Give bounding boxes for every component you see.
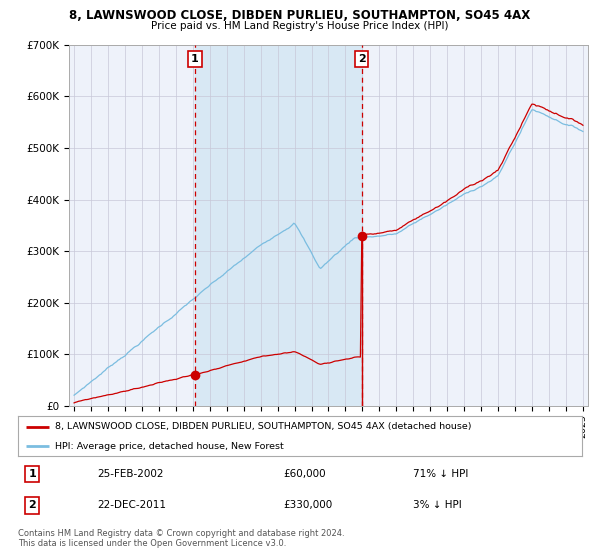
Text: £330,000: £330,000 bbox=[283, 501, 332, 511]
Text: Contains HM Land Registry data © Crown copyright and database right 2024.
This d: Contains HM Land Registry data © Crown c… bbox=[18, 529, 344, 548]
Text: 22-DEC-2011: 22-DEC-2011 bbox=[97, 501, 166, 511]
Text: 2: 2 bbox=[28, 501, 36, 511]
Bar bbox=[195, 45, 362, 406]
Text: 71% ↓ HPI: 71% ↓ HPI bbox=[413, 469, 468, 479]
Text: 8, LAWNSWOOD CLOSE, DIBDEN PURLIEU, SOUTHAMPTON, SO45 4AX (detached house): 8, LAWNSWOOD CLOSE, DIBDEN PURLIEU, SOUT… bbox=[55, 422, 471, 431]
Text: Price paid vs. HM Land Registry's House Price Index (HPI): Price paid vs. HM Land Registry's House … bbox=[151, 21, 449, 31]
Text: 1: 1 bbox=[28, 469, 36, 479]
Text: 2: 2 bbox=[358, 54, 365, 64]
Text: 8, LAWNSWOOD CLOSE, DIBDEN PURLIEU, SOUTHAMPTON, SO45 4AX: 8, LAWNSWOOD CLOSE, DIBDEN PURLIEU, SOUT… bbox=[70, 9, 530, 22]
Text: 3% ↓ HPI: 3% ↓ HPI bbox=[413, 501, 461, 511]
Text: £60,000: £60,000 bbox=[283, 469, 326, 479]
Text: 25-FEB-2002: 25-FEB-2002 bbox=[97, 469, 163, 479]
Text: 1: 1 bbox=[191, 54, 199, 64]
Text: HPI: Average price, detached house, New Forest: HPI: Average price, detached house, New … bbox=[55, 442, 283, 451]
